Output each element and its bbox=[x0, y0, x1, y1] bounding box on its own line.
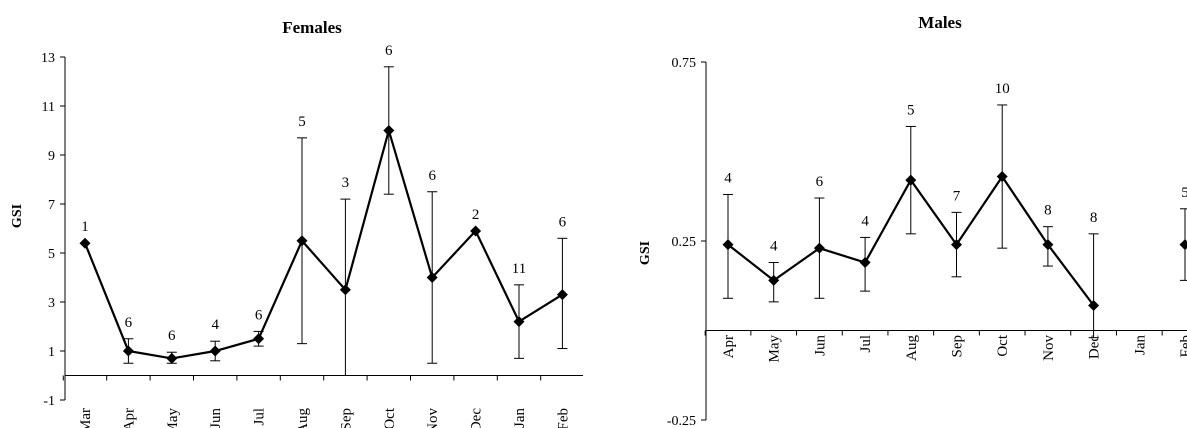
males-sample-size-label: 4 bbox=[724, 170, 732, 186]
males-sample-size-label: 7 bbox=[953, 188, 961, 204]
males-y-tick-label: 0.75 bbox=[672, 56, 697, 71]
females-data-point bbox=[339, 284, 351, 296]
females-data-point bbox=[426, 272, 438, 283]
males-y-tick-label: 0.25 bbox=[672, 235, 697, 250]
females-category-label: Sep bbox=[338, 408, 354, 428]
males-chart: Males GSI -0.25 0.25 0.75 Apr May Jun Jul Aug Se… bbox=[638, 13, 1187, 428]
females-category-label: Jul bbox=[252, 408, 268, 426]
females-data-point bbox=[296, 235, 308, 247]
females-sample-size-label: 6 bbox=[559, 214, 567, 230]
males-sample-size-label: 8 bbox=[1044, 203, 1052, 219]
males-category-label: Sep bbox=[950, 335, 966, 358]
females-sample-size-label: 6 bbox=[168, 328, 176, 344]
females-category-label: Oct bbox=[382, 407, 398, 428]
females-data-point bbox=[79, 237, 91, 249]
males-category-label: Apr bbox=[721, 335, 737, 358]
females-sample-size-label: 4 bbox=[211, 317, 219, 333]
females-category-label: Jun bbox=[208, 408, 224, 428]
males-category-label: Feb bbox=[1178, 335, 1187, 358]
males-data-point bbox=[996, 171, 1008, 183]
females-sample-size-label: 3 bbox=[342, 175, 350, 191]
males-sample-size-label: 5 bbox=[907, 102, 915, 118]
males-sample-size-label: 4 bbox=[861, 213, 869, 229]
males-category-label: Jun bbox=[812, 335, 828, 356]
males-data-point bbox=[859, 256, 871, 268]
females-category-label: Mar bbox=[78, 408, 94, 428]
females-sample-size-label: 11 bbox=[512, 261, 526, 277]
males-category-label: Oct bbox=[995, 334, 1011, 356]
females-category-label: Apr bbox=[121, 408, 137, 428]
females-data-point bbox=[513, 316, 525, 328]
females-sample-size-label: 6 bbox=[125, 315, 133, 331]
females-y-tick-label: 11 bbox=[42, 100, 55, 115]
males-category-label: May bbox=[767, 335, 783, 363]
females-sample-size-label: 6 bbox=[428, 168, 436, 184]
females-category-label: Feb bbox=[555, 408, 571, 428]
males-category-label: Jul bbox=[858, 335, 874, 353]
females-sample-size-label: 5 bbox=[298, 114, 306, 130]
females-chart-title: Females bbox=[282, 18, 342, 37]
females-data-point bbox=[383, 125, 395, 136]
females-data-point bbox=[122, 345, 134, 357]
males-y-tick-label: -0.25 bbox=[667, 414, 696, 428]
females-series-line bbox=[83, 126, 563, 360]
females-data-point bbox=[166, 352, 178, 364]
males-sample-size-label: 6 bbox=[816, 174, 824, 190]
males-data-point bbox=[813, 242, 825, 254]
males-category-label: Nov bbox=[1041, 335, 1057, 361]
males-sample-size-label: 8 bbox=[1090, 210, 1098, 226]
males-data-point bbox=[1179, 239, 1187, 251]
females-data-point bbox=[209, 345, 221, 357]
females-sample-size-label: 2 bbox=[472, 207, 480, 223]
females-y-tick-label: 5 bbox=[48, 247, 55, 262]
females-sample-size-label: 6 bbox=[385, 43, 393, 59]
males-data-point bbox=[905, 174, 917, 186]
females-data-point bbox=[470, 225, 482, 237]
males-data-point bbox=[1088, 299, 1100, 311]
males-category-label: Jan bbox=[1132, 335, 1148, 355]
males-error-bar bbox=[1088, 233, 1099, 339]
females-category-label: May bbox=[165, 408, 181, 428]
females-category-label: Dec bbox=[469, 408, 485, 428]
females-data-point bbox=[253, 333, 265, 345]
females-category-label: Nov bbox=[425, 408, 441, 428]
males-chart-title: Males bbox=[918, 13, 962, 32]
females-y-axis-label: GSI bbox=[10, 204, 25, 228]
females-y-tick-label: 7 bbox=[48, 198, 55, 213]
females-category-label: Jan bbox=[512, 408, 528, 428]
males-category-label: Dec bbox=[1087, 335, 1103, 359]
males-data-point bbox=[951, 239, 962, 251]
females-sample-size-label: 6 bbox=[255, 307, 263, 323]
males-y-axis-label: GSI bbox=[638, 241, 653, 265]
females-y-tick-label: -1 bbox=[43, 394, 55, 409]
females-data-point bbox=[556, 289, 568, 301]
males-sample-size-label: 5 bbox=[1181, 185, 1187, 201]
males-data-point bbox=[1042, 239, 1054, 251]
males-sample-size-label: 4 bbox=[770, 238, 778, 254]
males-data-point bbox=[722, 239, 734, 251]
females-y-tick-label: 9 bbox=[48, 149, 55, 164]
females-y-tick-label: 1 bbox=[48, 345, 55, 360]
males-category-label: Aug bbox=[904, 335, 920, 361]
males-sample-size-label: 10 bbox=[995, 81, 1010, 97]
females-sample-size-label: 1 bbox=[81, 219, 89, 235]
females-y-tick-label: 3 bbox=[48, 296, 55, 311]
males-data-point bbox=[768, 274, 780, 286]
females-y-tick-label: 13 bbox=[41, 51, 55, 66]
females-category-label: Aug bbox=[295, 408, 311, 428]
